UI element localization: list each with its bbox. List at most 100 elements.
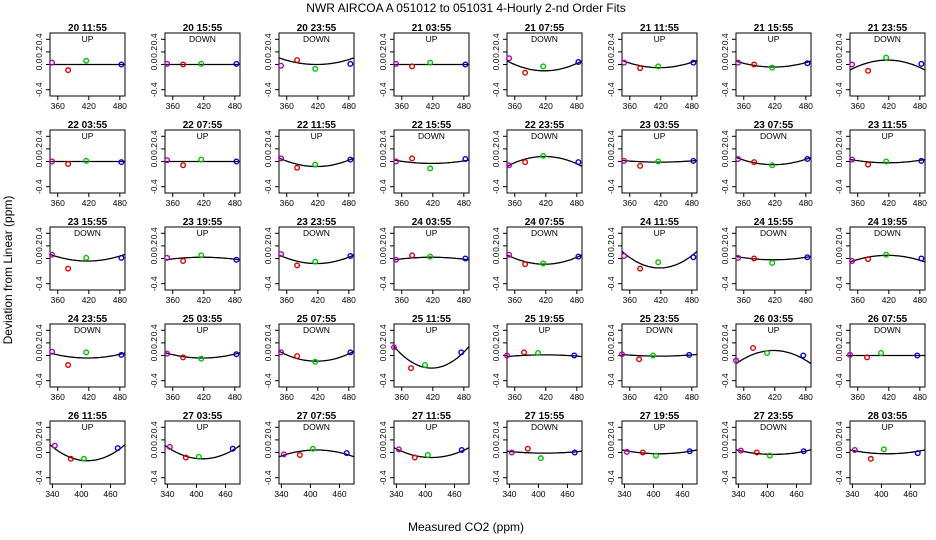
data-point <box>118 351 125 358</box>
y-tick-label: 0.0 <box>34 252 44 264</box>
x-tick-label: 460 <box>218 489 232 499</box>
x-tick-label: 460 <box>560 489 574 499</box>
data-point <box>462 61 469 68</box>
x-tick-label: 360 <box>51 101 65 111</box>
data-point <box>504 352 511 359</box>
y-tick-label: -0.4 <box>149 82 159 97</box>
x-tick-label: 360 <box>280 101 294 111</box>
panel-direction-label: DOWN <box>531 131 558 141</box>
y-tick-label: 0.4 <box>378 421 388 433</box>
x-tick-label: 360 <box>166 198 180 208</box>
panel-direction-label: DOWN <box>760 228 787 238</box>
panel-time-label: 21 03:55 <box>412 23 452 34</box>
y-tick-label: -0.4 <box>720 373 730 388</box>
data-point <box>753 449 760 456</box>
x-tick-label: 480 <box>799 295 813 305</box>
data-point <box>114 445 121 452</box>
x-tick-label: 420 <box>882 392 896 402</box>
y-tick-label: 0.2 <box>263 337 273 349</box>
panel-time-label: 27 11:55 <box>412 411 451 422</box>
panel-direction-label: UP <box>882 131 894 141</box>
y-tick-label: 0.2 <box>149 46 159 58</box>
data-point <box>427 59 434 66</box>
x-tick-label: 480 <box>113 392 127 402</box>
y-tick-label: -0.4 <box>263 276 273 291</box>
panel-direction-label: DOWN <box>303 325 330 335</box>
data-point <box>867 455 874 462</box>
panel-direction-label: UP <box>197 422 209 432</box>
data-point <box>278 155 285 162</box>
panel-direction-label: UP <box>82 422 94 432</box>
y-tick-label: 0.2 <box>834 434 844 446</box>
data-point <box>918 255 925 262</box>
y-tick-label: -0.4 <box>834 276 844 291</box>
x-tick-label: 480 <box>113 101 127 111</box>
y-tick-label: 0.0 <box>834 446 844 458</box>
x-tick-label: 360 <box>737 101 751 111</box>
x-tick-label: 360 <box>508 392 522 402</box>
y-tick-label: -0.4 <box>34 470 44 485</box>
panel-direction-label: UP <box>654 131 666 141</box>
panel-direction-label: UP <box>311 131 323 141</box>
y-tick-label: 0.2 <box>263 240 273 252</box>
x-tick-label: 420 <box>197 101 211 111</box>
y-tick-label: 0.0 <box>720 349 730 361</box>
data-point <box>233 158 240 165</box>
data-point <box>575 58 582 65</box>
panel-direction-label: UP <box>768 34 780 44</box>
x-tick-label: 480 <box>457 101 471 111</box>
panel-direction-label: DOWN <box>303 34 330 44</box>
y-tick-label: -0.4 <box>606 470 616 485</box>
data-point <box>764 349 771 356</box>
y-tick-label: -0.4 <box>34 276 44 291</box>
fit-curve <box>278 449 355 458</box>
data-point <box>347 156 354 163</box>
y-tick-label: 0.2 <box>378 434 388 446</box>
panel-time-label: 24 15:55 <box>754 217 794 228</box>
y-tick-label: -0.4 <box>378 82 388 97</box>
x-tick-label: 420 <box>882 295 896 305</box>
y-tick-label: 0.0 <box>606 446 616 458</box>
data-point <box>343 450 350 457</box>
data-point <box>637 162 644 169</box>
x-tick-label: 480 <box>228 392 242 402</box>
y-tick-label: 0.4 <box>263 130 273 142</box>
panel-direction-label: DOWN <box>418 131 445 141</box>
panel-time-label: 24 03:55 <box>412 217 452 228</box>
y-tick-label: -0.4 <box>491 276 501 291</box>
y-tick-label: 0.0 <box>263 155 273 167</box>
y-tick-label: -0.4 <box>720 82 730 97</box>
fit-curve <box>506 60 583 72</box>
x-tick-label: 360 <box>851 392 865 402</box>
panel-time-label: 22 07:55 <box>183 120 223 131</box>
y-tick-label: 0.0 <box>263 349 273 361</box>
y-tick-label: 0.0 <box>149 446 159 458</box>
x-tick-label: 480 <box>799 392 813 402</box>
data-point <box>506 251 513 258</box>
panel-direction-label: DOWN <box>303 228 330 238</box>
data-point <box>166 443 173 450</box>
y-tick-label: 0.4 <box>720 33 730 45</box>
data-point <box>278 62 285 69</box>
y-tick-label: 0.4 <box>834 33 844 45</box>
y-tick-label: 0.0 <box>834 252 844 264</box>
y-tick-label: 0.4 <box>149 421 159 433</box>
panel-direction-label: UP <box>426 228 438 238</box>
panel-direction-label: UP <box>82 34 94 44</box>
y-tick-label: -0.4 <box>378 373 388 388</box>
fit-curve <box>735 349 812 365</box>
data-point <box>849 258 856 265</box>
y-tick-label: 0.4 <box>263 33 273 45</box>
data-point <box>233 351 240 358</box>
y-tick-label: 0.2 <box>263 143 273 155</box>
x-tick-label: 460 <box>903 489 917 499</box>
x-tick-label: 360 <box>395 392 409 402</box>
